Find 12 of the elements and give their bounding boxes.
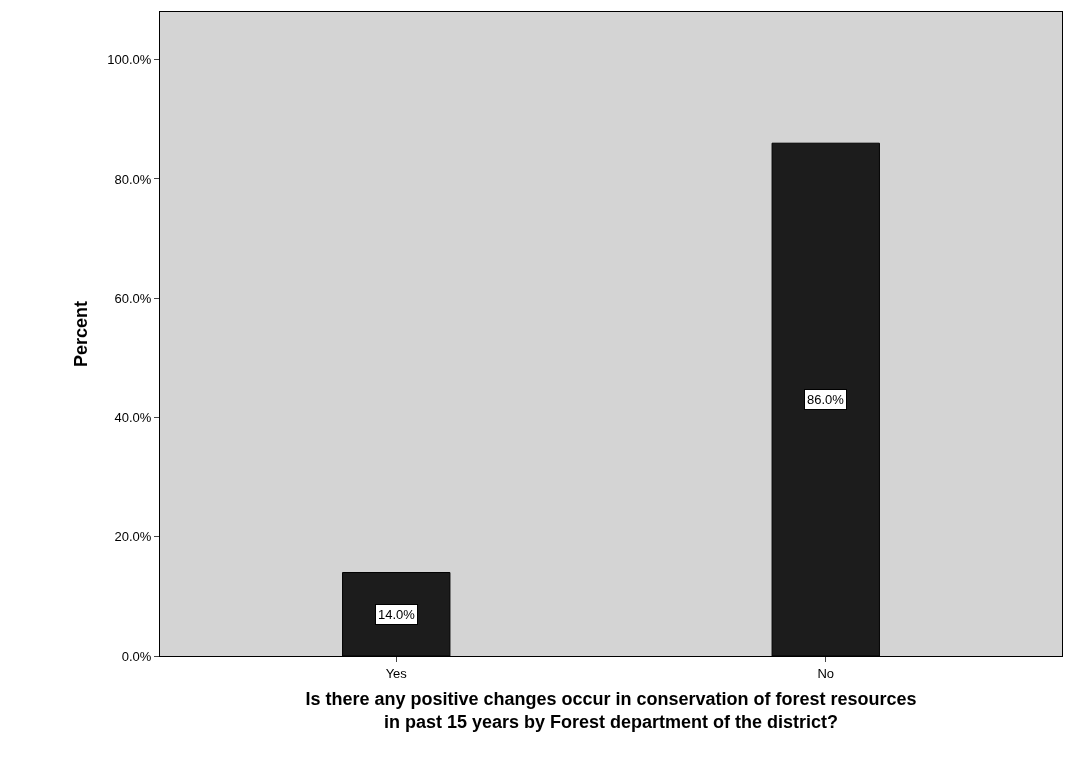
y-tick-label: 40.0% — [114, 410, 152, 426]
y-tick-label: 100.0% — [107, 52, 152, 68]
y-axis-title: Percent — [70, 300, 91, 368]
data-label: 86.0% — [807, 392, 845, 407]
y-tick-label: 20.0% — [114, 529, 152, 545]
x-axis-title: Is there any positive changes occur in conservation of forest resources in past 15 years by Forest department of the district? — [305, 688, 917, 733]
y-tick-label: 60.0% — [114, 290, 152, 306]
data-label: 14.0% — [378, 607, 416, 622]
x-tick-label: No — [817, 665, 835, 681]
y-tick-label: 80.0% — [114, 171, 152, 187]
y-tick-label: 0.0% — [121, 648, 152, 664]
x-tick-label: Yes — [385, 665, 408, 681]
